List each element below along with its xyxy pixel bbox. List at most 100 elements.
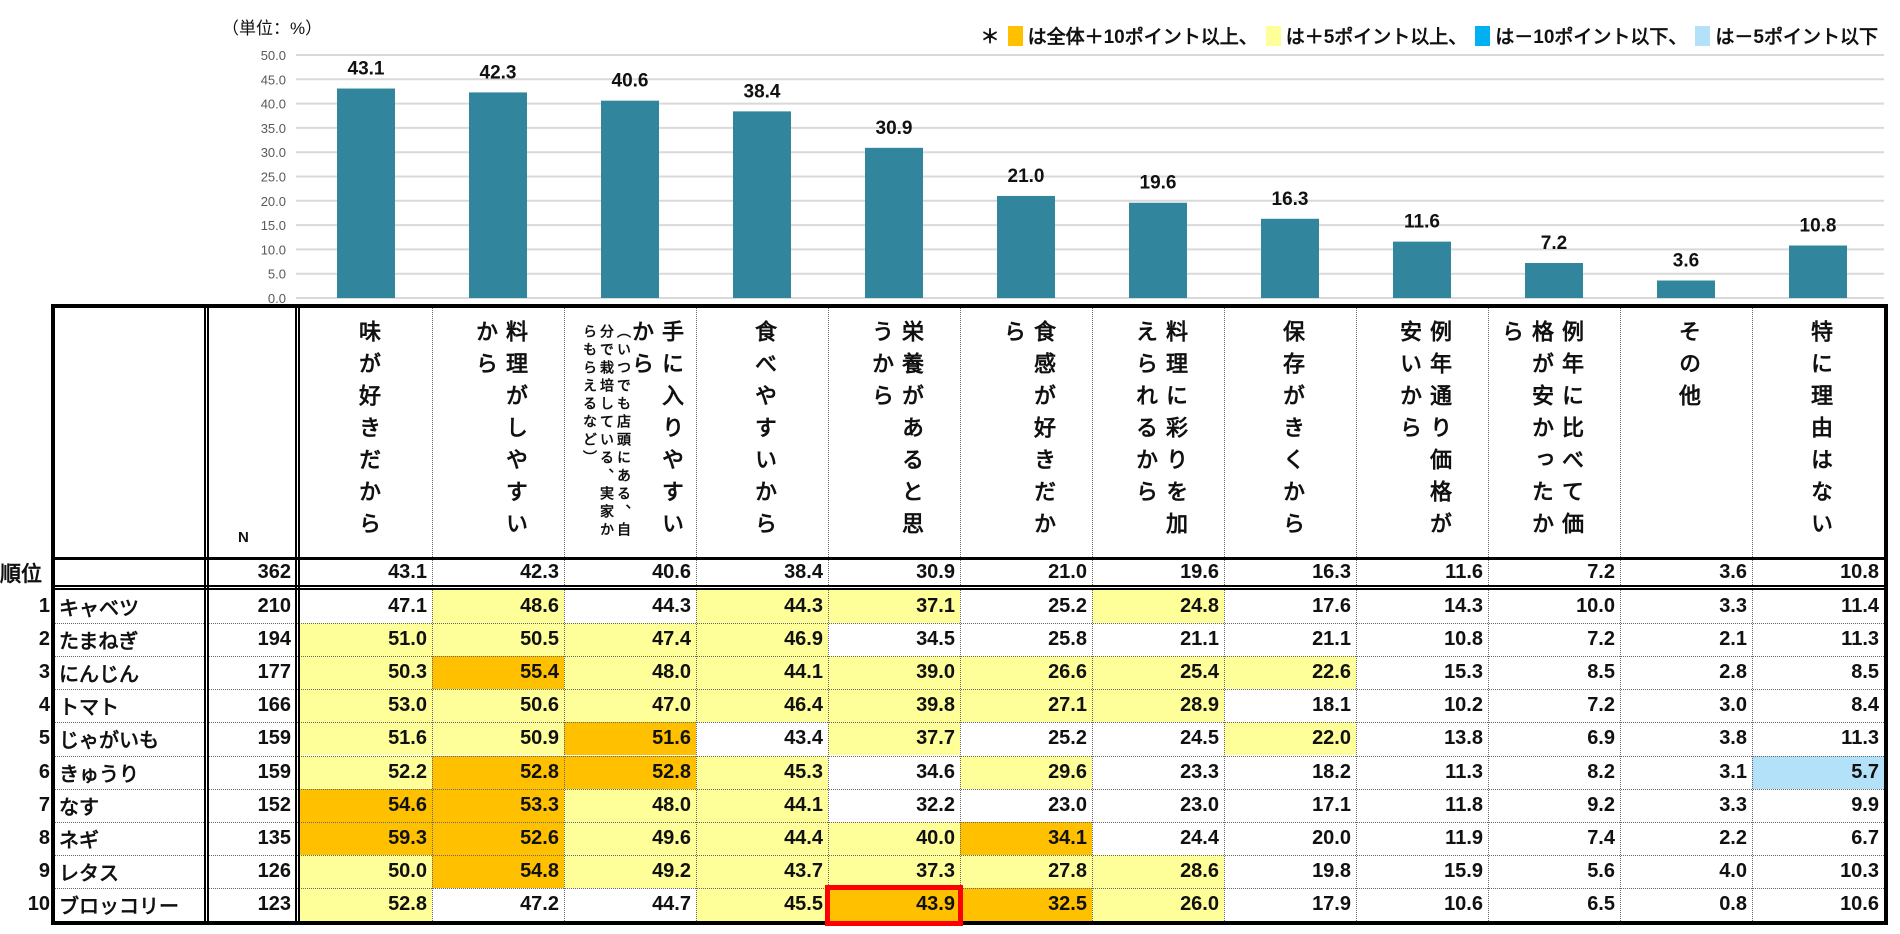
table-cell: 50.5 [432,623,564,657]
bar [997,195,1055,298]
table-cell: 25.2 [960,722,1092,756]
table-cell: 43.9 [828,887,960,921]
column-header: その他 [1676,320,1701,416]
y-tick-label: 45.0 [261,72,286,87]
table-cell: 7.2 [1488,689,1620,723]
table-cell: 5.7 [1752,755,1884,789]
y-tick-label: 30.0 [261,145,286,160]
column-header: 食べやすいから [752,320,777,544]
table-cell: 26.0 [1092,887,1224,921]
total-cell: 42.3 [520,561,559,583]
table-cell: 39.0 [828,656,960,690]
table-cell: 10.6 [1356,887,1488,921]
table-border [55,588,1884,590]
table-cell: 21.1 [1224,623,1356,657]
table-cell: 22.6 [1224,656,1356,690]
table-cell: 13.8 [1356,722,1488,756]
table-cell: 48.0 [564,656,696,690]
row-divider [55,854,1884,856]
bar-value-label: 7.2 [1541,233,1567,254]
column-divider [432,308,433,921]
table-cell: 8.5 [1488,656,1620,690]
column-header: 手に入りやすいから [629,320,684,544]
rank-label: 4 [38,694,50,717]
column-header: 料理に彩りを加えられるから [1133,320,1188,544]
n-value: 126 [257,859,291,882]
rank-label: 2 [38,628,50,651]
table-cell: 7.2 [1488,623,1620,657]
table-border [1884,304,1888,925]
table-cell: 2.2 [1620,821,1752,855]
row-divider [55,722,1884,724]
rank-label: 3 [38,661,50,684]
table-cell: 45.5 [696,887,828,921]
table-border [295,308,297,921]
table-cell: 10.2 [1356,689,1488,723]
table-cell: 3.3 [1620,788,1752,822]
table-border [55,921,1888,925]
table-border [298,308,300,921]
table-cell: 49.2 [564,854,696,888]
table-cell: 44.7 [564,887,696,921]
legend-swatch-lightblue [1695,25,1711,46]
legend-swatch-orange [1007,25,1023,46]
rank-label: 6 [38,760,50,783]
table-cell: 40.0 [828,821,960,855]
column-divider [696,308,697,921]
rank-label: 8 [38,826,50,849]
table-cell: 53.0 [300,689,432,723]
rank-header: 順位 [0,562,42,586]
row-divider [55,821,1884,823]
table-cell: 23.0 [960,788,1092,822]
table-cell: 46.4 [696,689,828,723]
table-cell: 11.4 [1752,590,1884,624]
unit-label: （単位：%） [222,19,323,38]
column-divider [1092,308,1093,921]
total-cell: 11.6 [1445,561,1483,583]
table-cell: 3.3 [1620,590,1752,624]
table-cell: 24.4 [1092,821,1224,855]
table-cell: 43.4 [696,722,828,756]
bar [733,111,791,298]
vegetable-name: ネギ [59,829,99,852]
table-cell: 51.6 [564,722,696,756]
column-divider [1620,308,1621,921]
vegetable-name: レタス [59,862,119,885]
table-cell: 28.9 [1092,689,1224,723]
n-value: 194 [257,628,291,651]
table-cell: 45.3 [696,755,828,789]
column-header-note: （いつでも店頭にある、自分で栽培している、実家からもらえるなど） [582,324,632,540]
table-cell: 26.6 [960,656,1092,690]
table-cell: 10.0 [1488,590,1620,624]
y-tick-label: 5.0 [268,267,286,282]
bar-value-label: 16.3 [1272,189,1309,210]
table-cell: 47.4 [564,623,696,657]
table-cell: 50.6 [432,689,564,723]
table-cell: 7.4 [1488,821,1620,855]
column-header: 料理がしやすいから [473,320,528,544]
table-cell: 55.4 [432,656,564,690]
bar-value-label: 11.6 [1404,212,1440,233]
legend-label: は＋5ポイント以上、 [1285,27,1468,48]
table-cell: 34.1 [960,821,1092,855]
table-cell: 20.0 [1224,821,1356,855]
table-cell: 11.9 [1356,821,1488,855]
total-n: 362 [257,561,291,583]
column-divider [1224,308,1225,921]
y-tick-label: 0.0 [268,291,286,306]
table-cell: 11.3 [1356,755,1488,789]
table-cell: 3.8 [1620,722,1752,756]
rank-label: 7 [38,793,50,816]
vegetable-name: トマト [59,697,119,720]
table-cell: 43.7 [696,854,828,888]
legend-label: は－10ポイント以下、 [1495,27,1688,48]
table-cell: 50.0 [300,854,432,888]
n-header: N [238,528,249,546]
column-divider [564,308,565,921]
bar [865,147,923,298]
total-cell: 43.1 [388,561,427,583]
table-cell: 8.5 [1752,656,1884,690]
table-cell: 37.1 [828,590,960,624]
total-cell: 16.3 [1312,561,1351,583]
table-cell: 11.3 [1752,722,1884,756]
